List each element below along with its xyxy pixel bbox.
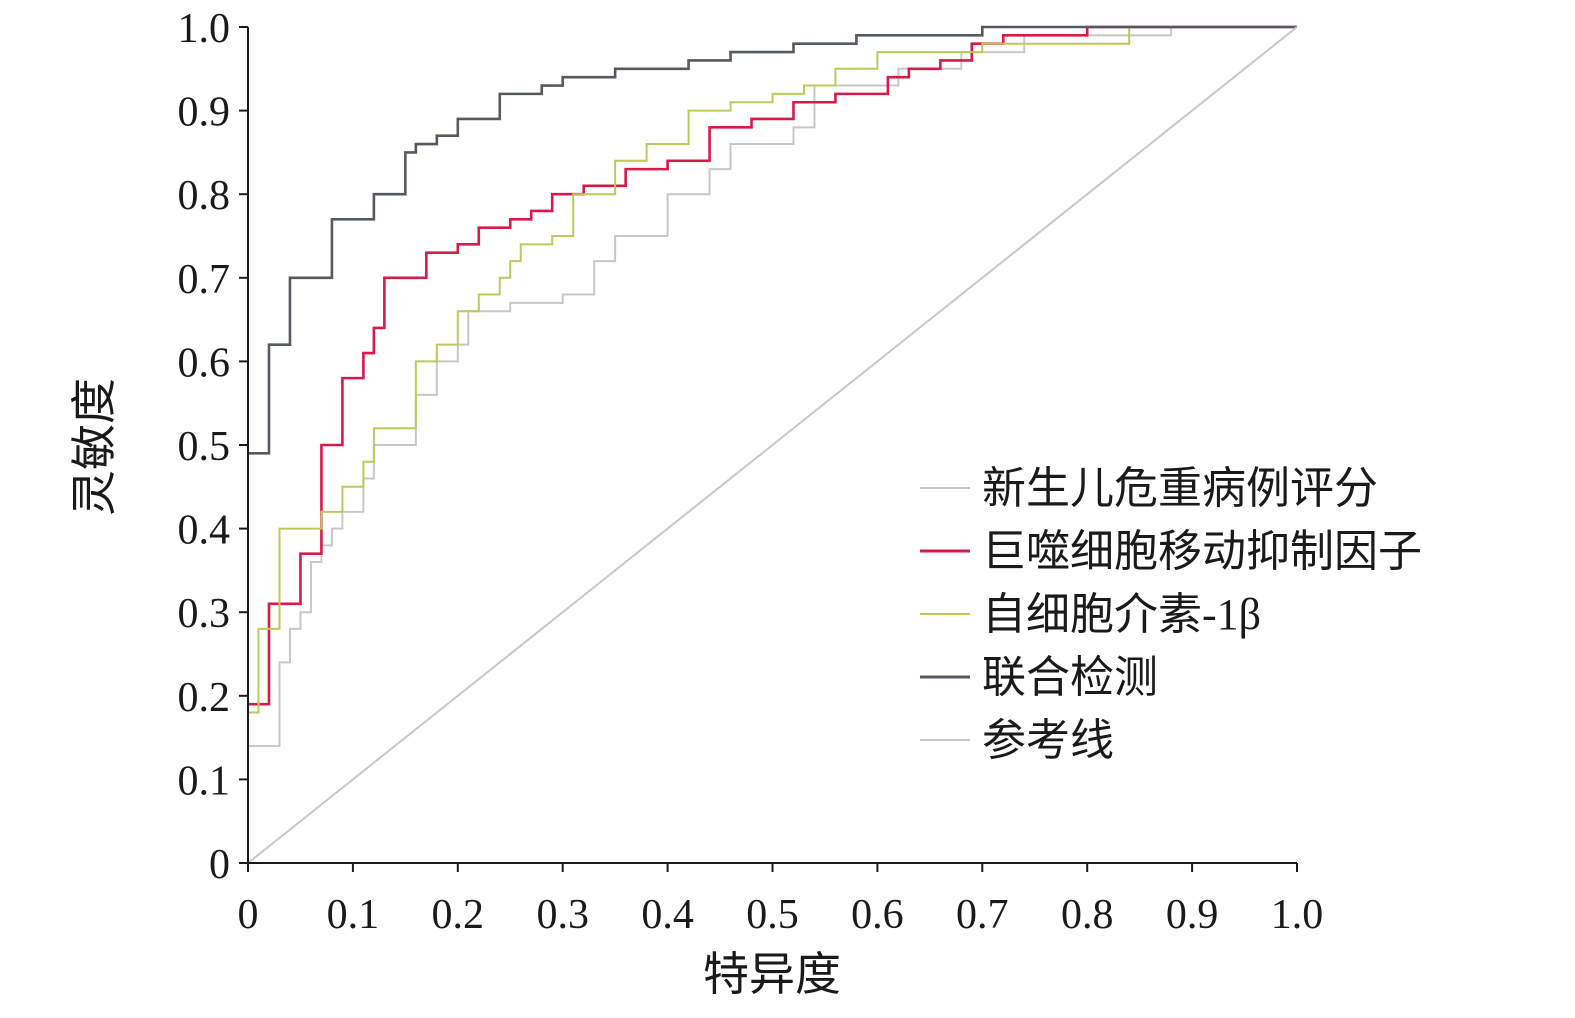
- legend-label: 巨噬细胞移动抑制因子: [982, 527, 1422, 576]
- y-tick-label: 0.2: [178, 675, 231, 721]
- x-tick-label: 0.7: [956, 892, 1009, 938]
- y-tick-label: 0.5: [178, 424, 231, 470]
- x-tick-label: 0.2: [432, 892, 485, 938]
- y-axis-label: 灵敏度: [69, 378, 120, 516]
- y-tick-label: 0: [209, 842, 230, 888]
- curve-layer: [247, 25, 1298, 864]
- legend-label: 联合检测: [982, 653, 1158, 702]
- y-tick-label: 1.0: [178, 6, 231, 52]
- x-tick-label: 0.4: [641, 892, 694, 938]
- y-tick-label: 0.6: [178, 340, 231, 386]
- axes-layer: 0 0.1 0.2 0.3 0.4 0.5 0.6 0.7 0.8 0.9 1.0 0 0.1 0.2 0.…: [178, 6, 1324, 938]
- x-tick-label: 0.5: [746, 892, 799, 938]
- x-tick-label: 0.1: [327, 892, 380, 938]
- y-tick-label: 0.9: [178, 90, 231, 136]
- legend-label: 新生儿危重病例评分: [982, 464, 1378, 513]
- series-line-4: [248, 25, 1297, 455]
- y-tick-label: 0.8: [178, 173, 231, 219]
- y-tick-label: 0.3: [178, 591, 231, 637]
- x-axis-label: 特异度: [703, 949, 841, 1000]
- legend-label: 参考线: [982, 716, 1114, 765]
- x-tick-label: 0: [238, 892, 259, 938]
- x-tick-label: 0.8: [1061, 892, 1114, 938]
- x-tick-label: 0.6: [851, 892, 904, 938]
- x-tick-label: 0.9: [1166, 892, 1219, 938]
- x-tick-label: 0.3: [536, 892, 589, 938]
- legend-label: 自细胞介素-1β: [982, 590, 1261, 639]
- y-tick-label: 0.4: [178, 508, 231, 554]
- series-line-2: [248, 25, 1297, 706]
- series-line-5: [247, 26, 1298, 864]
- x-tick-label: 1.0: [1271, 892, 1324, 938]
- y-tick-label: 0.1: [178, 758, 231, 804]
- series-line-3: [248, 26, 1297, 714]
- y-tick-label: 0.7: [178, 257, 231, 303]
